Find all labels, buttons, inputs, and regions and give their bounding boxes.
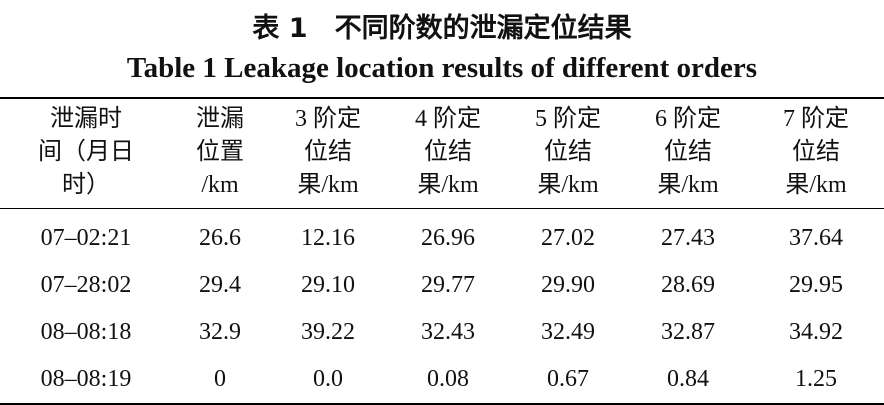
header-line: 位结 <box>304 139 352 165</box>
header-cell: 泄漏位置/km <box>172 98 268 209</box>
header-cell: 6 阶定位结果/km <box>628 98 748 209</box>
header-line: 7 阶定 <box>783 106 849 132</box>
data-cell: 34.92 <box>789 319 843 345</box>
header-line: 5 阶定 <box>535 106 601 132</box>
header-line: 位结 <box>544 139 592 165</box>
header-line: 6 阶定 <box>655 106 721 132</box>
header-line: 泄漏 <box>196 106 244 132</box>
header-cell: 7 阶定位结果/km <box>748 98 884 209</box>
data-cell: 32.43 <box>421 319 475 345</box>
data-cell: 0.67 <box>547 366 589 392</box>
header-row: 泄漏时 间（月日 时） 泄漏 位置/km 3 阶定 位结 果/km 4 阶定 位结 果/km 5 阶定… <box>0 98 884 209</box>
table-body: 07–02:21 26.6 12.16 26.96 27.02 27.43 37.64 07–… <box>0 209 884 405</box>
title-en: Table 1 Leakage location results of diff… <box>126 52 758 84</box>
data-cell: 08–08:19 <box>40 366 132 392</box>
header-cell: 3 阶定位结果/km <box>268 98 388 209</box>
title-cn: 表 1 不同阶数的泄漏定位结果 <box>252 13 632 44</box>
data-row: 07–02:21 26.6 12.16 26.96 27.02 27.43 37.64 <box>0 209 884 263</box>
header-line: 位结 <box>664 139 712 165</box>
results-table: 泄漏时 间（月日 时） 泄漏 位置/km 3 阶定 位结 果/km 4 阶定 位结 果/km 5 阶定… <box>0 97 884 405</box>
data-cell: 26.6 <box>199 225 241 251</box>
header-line: 位结 <box>424 139 472 165</box>
header-line: 间（月日 <box>38 139 134 165</box>
data-cell: 26.96 <box>421 225 475 251</box>
data-cell: 28.69 <box>661 272 715 298</box>
header-line: 时） <box>62 172 110 198</box>
data-cell: 29.4 <box>199 272 241 298</box>
header-line: 位结 <box>792 139 840 165</box>
data-cell: 39.22 <box>301 319 355 345</box>
header-line: 3 阶定 <box>295 106 361 132</box>
header-line: 4 阶定 <box>415 106 481 132</box>
header-line: 果/km <box>785 172 847 198</box>
data-cell: 37.64 <box>789 225 843 251</box>
data-cell: 1.25 <box>795 366 837 392</box>
header-cell: 5 阶定位结果/km <box>508 98 628 209</box>
data-cell: 29.77 <box>421 272 475 298</box>
header-line: /km <box>201 172 239 198</box>
data-row: 08–08:19 0 0.0 0.08 0.67 0.84 1.25 <box>0 356 884 404</box>
header-line: 果/km <box>297 172 359 198</box>
data-cell: 32.87 <box>661 319 715 345</box>
header-cell: 泄漏时间（月日时） <box>0 98 172 209</box>
data-cell: 32.9 <box>199 319 241 345</box>
header-line: 果/km <box>537 172 599 198</box>
data-cell: 08–08:18 <box>40 319 132 345</box>
data-row: 07–28:02 29.4 29.10 29.77 29.90 28.69 29.95 <box>0 262 884 309</box>
header-line: 果/km <box>657 172 719 198</box>
data-cell: 0.08 <box>427 366 469 392</box>
header-line: 果/km <box>417 172 479 198</box>
header-line: 泄漏时 <box>50 106 122 132</box>
data-cell: 12.16 <box>301 225 355 251</box>
header-line: 位置 <box>196 139 244 165</box>
data-row: 08–08:18 32.9 39.22 32.43 32.49 32.87 34.92 <box>0 309 884 356</box>
data-cell: 07–28:02 <box>40 272 132 298</box>
data-cell: 27.02 <box>541 225 595 251</box>
data-cell: 0.0 <box>313 366 343 392</box>
data-cell: 07–02:21 <box>40 225 132 251</box>
data-cell: 0 <box>214 366 226 392</box>
data-cell: 29.90 <box>541 272 595 298</box>
data-cell: 29.10 <box>301 272 355 298</box>
data-cell: 29.95 <box>789 272 843 298</box>
header-cell: 4 阶定位结果/km <box>388 98 508 209</box>
data-cell: 27.43 <box>661 225 715 251</box>
data-cell: 32.49 <box>541 319 595 345</box>
data-cell: 0.84 <box>667 366 709 392</box>
